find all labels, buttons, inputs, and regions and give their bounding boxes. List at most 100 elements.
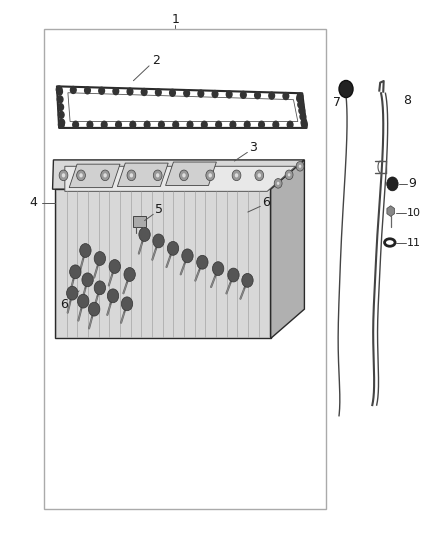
Circle shape [57, 88, 63, 95]
Circle shape [159, 122, 164, 128]
Circle shape [297, 93, 303, 100]
Circle shape [94, 252, 106, 265]
Circle shape [79, 173, 83, 177]
Circle shape [121, 297, 133, 311]
Circle shape [153, 234, 164, 248]
Circle shape [182, 173, 186, 177]
Bar [133, 216, 146, 227]
Circle shape [77, 170, 85, 181]
Circle shape [101, 122, 107, 128]
Text: 2: 2 [152, 54, 160, 67]
Circle shape [58, 111, 64, 118]
Circle shape [116, 122, 121, 128]
Circle shape [254, 92, 260, 99]
Circle shape [62, 173, 65, 177]
Circle shape [197, 255, 208, 269]
Circle shape [298, 101, 304, 108]
Circle shape [180, 170, 188, 181]
Circle shape [187, 122, 193, 128]
Text: 6: 6 [60, 298, 68, 311]
Circle shape [109, 260, 120, 273]
Circle shape [201, 122, 207, 128]
Circle shape [232, 170, 241, 181]
Circle shape [82, 273, 93, 287]
Circle shape [85, 87, 90, 94]
Circle shape [103, 173, 107, 177]
Text: 9: 9 [409, 177, 417, 190]
Circle shape [287, 122, 293, 128]
Bar [44, 29, 326, 509]
Text: 7: 7 [333, 96, 341, 109]
Polygon shape [65, 166, 296, 191]
Circle shape [101, 170, 110, 181]
Polygon shape [69, 164, 120, 188]
Text: 1: 1 [171, 13, 179, 26]
Circle shape [59, 122, 64, 128]
Circle shape [184, 90, 190, 96]
Circle shape [141, 88, 147, 95]
Circle shape [235, 173, 238, 177]
Text: 8: 8 [403, 94, 411, 107]
Circle shape [127, 88, 133, 95]
Circle shape [107, 289, 119, 303]
Circle shape [173, 122, 179, 128]
Circle shape [208, 173, 212, 177]
Circle shape [73, 122, 78, 128]
Circle shape [274, 179, 282, 188]
Circle shape [124, 268, 135, 281]
Circle shape [67, 286, 78, 300]
Polygon shape [117, 163, 168, 187]
Circle shape [59, 119, 65, 126]
Circle shape [167, 241, 179, 255]
Circle shape [88, 302, 100, 316]
Circle shape [301, 122, 307, 128]
Circle shape [259, 122, 265, 128]
Circle shape [258, 173, 261, 177]
Circle shape [130, 122, 136, 128]
Circle shape [296, 161, 304, 171]
Polygon shape [53, 160, 304, 189]
Circle shape [255, 170, 264, 181]
Circle shape [299, 165, 301, 168]
Circle shape [198, 90, 204, 97]
Text: 11: 11 [407, 238, 421, 247]
Circle shape [59, 170, 68, 181]
Polygon shape [271, 160, 304, 338]
Circle shape [273, 122, 279, 128]
Circle shape [78, 294, 89, 308]
Circle shape [80, 244, 91, 257]
Circle shape [182, 249, 193, 263]
Circle shape [244, 122, 250, 128]
Circle shape [240, 91, 246, 98]
Circle shape [139, 228, 150, 241]
Circle shape [212, 262, 224, 276]
Circle shape [283, 93, 289, 100]
Circle shape [144, 122, 150, 128]
Circle shape [99, 87, 105, 94]
Text: 6: 6 [262, 196, 270, 208]
Circle shape [300, 113, 306, 120]
Circle shape [58, 104, 64, 111]
Text: 10: 10 [407, 208, 421, 218]
Circle shape [71, 86, 76, 93]
Circle shape [156, 173, 159, 177]
Polygon shape [166, 162, 216, 185]
Circle shape [155, 89, 161, 96]
Circle shape [228, 268, 239, 282]
Circle shape [301, 119, 307, 126]
Circle shape [57, 96, 63, 103]
Circle shape [113, 88, 119, 95]
Circle shape [269, 92, 275, 99]
Circle shape [153, 170, 162, 181]
Circle shape [226, 91, 232, 98]
Text: 4: 4 [29, 196, 37, 209]
Circle shape [230, 122, 236, 128]
Circle shape [70, 265, 81, 279]
Polygon shape [55, 189, 271, 338]
Circle shape [212, 91, 218, 98]
Circle shape [242, 273, 253, 287]
Circle shape [130, 173, 133, 177]
Circle shape [56, 86, 62, 93]
Circle shape [288, 173, 290, 176]
Circle shape [87, 122, 93, 128]
